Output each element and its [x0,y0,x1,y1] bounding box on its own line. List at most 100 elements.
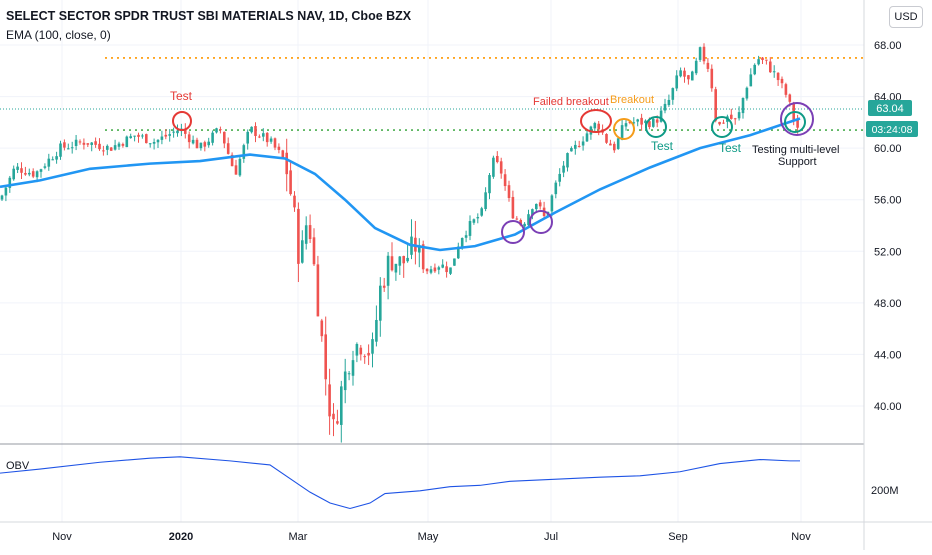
candle-body [558,173,561,182]
candle-body [273,138,277,148]
candle-body [655,119,659,123]
annotation-test-2: Test [651,139,674,153]
candle-body [363,356,366,358]
obv-line [0,456,800,510]
candle-body [460,238,464,247]
candle-body [640,117,643,125]
ema-indicator-label[interactable]: EMA (100, close, 0) [6,28,111,42]
candle-body [616,138,620,149]
candle-body [780,78,784,84]
candle-body [702,46,706,62]
candle-body [496,155,499,163]
candle-body [796,118,799,128]
candle-body [226,143,230,154]
candle-body [585,133,589,142]
candle-body [597,123,600,130]
candle-body [527,214,530,226]
price-tick-label: 56.00 [874,195,902,207]
candle-body [277,146,281,150]
candle-body [172,131,175,133]
chart-title: SELECT SECTOR SPDR TRUST SBI MATERIALS N… [6,9,412,23]
price-tick-label: 52.00 [874,246,902,258]
candle-body [137,134,140,137]
candle-body [488,175,491,194]
candle-body [644,120,647,124]
time-tick-label: Sep [668,531,688,543]
candle-body [35,171,39,178]
candle-body [12,168,15,180]
candle-body [320,320,324,337]
candle-body [449,267,452,274]
candle-body [238,158,242,176]
annotation-marks [172,102,814,244]
candle-body [628,121,632,124]
annotation-breakout: Breakout [610,94,654,106]
candle-body [308,225,312,239]
candle-body [441,264,444,268]
candle-body [215,128,218,133]
candle-body [269,138,273,142]
candle-body [94,141,97,145]
candle-body [39,169,43,172]
candle-body [117,143,121,147]
candle-body [593,123,597,129]
candle-body [297,208,300,264]
candle-body [176,130,179,134]
candle-body [687,75,690,80]
candle-body [4,187,8,196]
candle-body [359,347,363,355]
candle-body [156,139,160,143]
time-tick-label: Nov [791,531,811,543]
candle-body [648,121,651,128]
candle-body [531,209,534,216]
candle-body [336,421,339,424]
candle-body [125,136,129,148]
candle-body [464,235,468,238]
candle-body [761,57,764,61]
candle-body [20,168,23,173]
candle-body [636,119,639,122]
candle-body [47,158,51,167]
candle-body [492,157,495,177]
candle-body [476,217,480,219]
time-tick-label: May [418,531,439,543]
candle-body [367,352,370,356]
candle-body [195,139,199,149]
candle-body [304,225,308,244]
candle-body [511,196,515,219]
candle-body [691,71,694,81]
horizontal-levels [0,57,864,131]
candle-body [184,128,187,134]
annotation-circle [711,116,733,138]
candle-body [246,131,249,144]
candle-body [289,170,292,195]
candle-body [129,136,132,139]
annotation-support: Support [778,156,817,168]
candle-body [737,112,741,119]
candle-body [468,221,472,236]
candle-body [324,334,327,380]
time-axis[interactable]: Nov 2020 Mar May Jul Sep Nov [52,531,811,543]
obv-indicator-label[interactable]: OBV [6,460,30,472]
candle-body [406,257,409,262]
candle-body [203,142,207,147]
candle-body [109,147,113,151]
candle-body [757,59,760,65]
candle-body [749,74,753,87]
currency-button[interactable]: USD [889,6,923,28]
candle-body [425,268,429,272]
candle-body [152,142,156,144]
candle-body [730,114,733,119]
candle-body [106,145,109,150]
candle-body [574,144,577,149]
candle-body [433,267,437,272]
time-tick-label: Mar [289,531,308,543]
candle-body [59,143,62,157]
candle-body [503,174,507,187]
candle-body [577,145,581,147]
candle-body [620,125,624,140]
candle-body [301,240,304,263]
candle-body [293,195,296,208]
